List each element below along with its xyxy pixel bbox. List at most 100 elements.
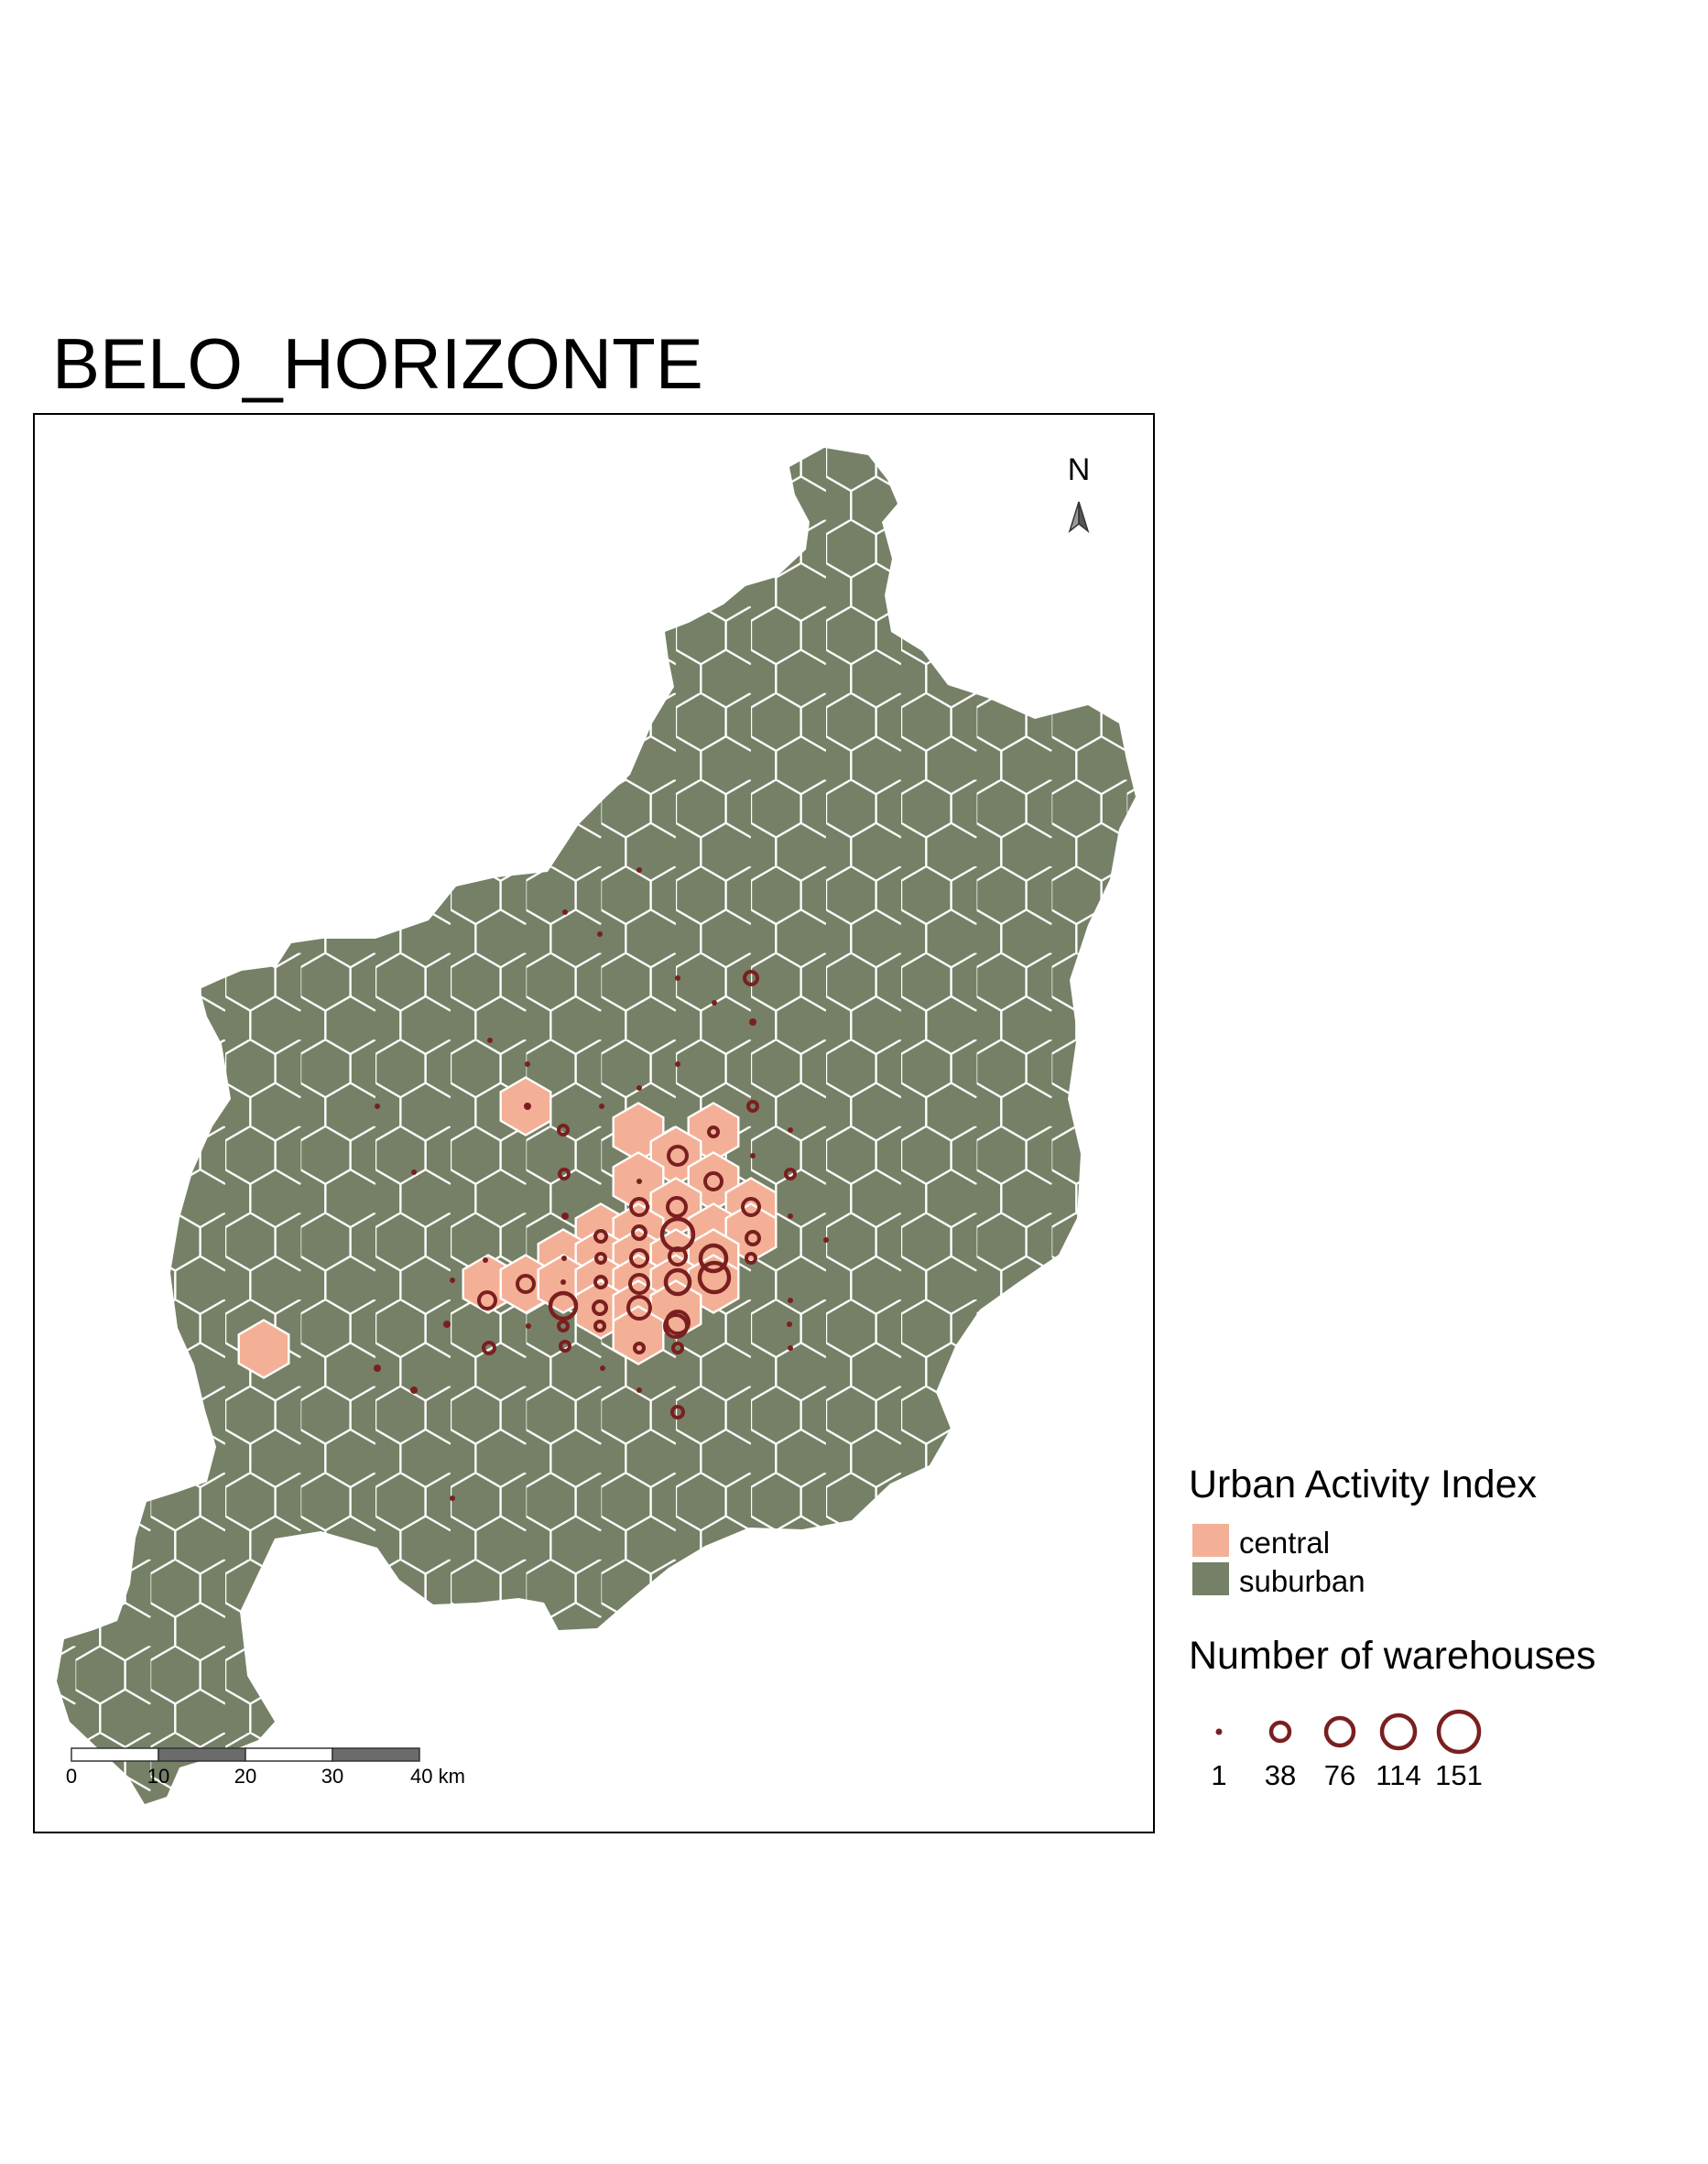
warehouse-symbol	[525, 1061, 530, 1067]
warehouse-symbol	[516, 1274, 536, 1294]
warehouse-symbol	[626, 1295, 652, 1321]
map-title: BELO_HORIZONTE	[52, 323, 703, 404]
warehouse-symbol	[548, 1290, 579, 1321]
warehouse-symbol	[593, 1275, 608, 1289]
warehouse-symbol	[450, 1278, 455, 1283]
legend-symbol-1	[1215, 1728, 1223, 1735]
warehouse-symbols	[374, 867, 829, 1501]
warehouse-symbol	[668, 1246, 688, 1267]
warehouse-symbol	[597, 931, 603, 937]
map-frame	[33, 413, 1155, 1833]
warehouse-symbol	[594, 1252, 607, 1265]
warehouse-symbol	[593, 1320, 606, 1332]
warehouse-symbol	[743, 970, 759, 986]
warehouse-symbol	[750, 1153, 756, 1158]
warehouse-symbol	[375, 1104, 380, 1109]
warehouse-symbol	[487, 1038, 493, 1043]
warehouse-symbol	[663, 1313, 689, 1339]
warehouse-symbol	[745, 1252, 757, 1265]
central-hex-cell	[612, 1305, 665, 1365]
legend-symbol-38	[1268, 1720, 1292, 1744]
warehouse-symbol	[633, 1342, 646, 1354]
warehouse-symbol	[741, 1197, 761, 1217]
warehouse-symbol	[787, 1321, 792, 1327]
warehouse-symbol	[784, 1168, 797, 1180]
warehouse-symbol	[663, 1267, 692, 1297]
warehouse-symbol	[558, 1168, 571, 1180]
warehouse-symbol	[670, 1405, 685, 1419]
warehouse-symbol	[629, 1197, 649, 1217]
warehouse-symbol	[749, 1018, 756, 1026]
legend-size-label-1: 1	[1211, 1759, 1227, 1791]
scale-bar	[71, 1747, 420, 1762]
scale-label-0: 0	[65, 1765, 78, 1788]
warehouse-symbol	[788, 1345, 793, 1351]
warehouse-symbol	[561, 1256, 567, 1261]
warehouse-symbol	[562, 909, 568, 915]
warehouse-symbol	[631, 1224, 647, 1241]
warehouse-symbol	[667, 1145, 689, 1167]
warehouse-symbol	[788, 1298, 793, 1303]
legend-label-suburban: suburban	[1239, 1564, 1365, 1598]
warehouse-symbol	[592, 1299, 608, 1316]
legend-label-central: central	[1239, 1526, 1331, 1560]
central-hex-cell	[237, 1319, 290, 1379]
warehouse-symbol	[628, 1273, 650, 1295]
warehouse-symbol	[666, 1196, 688, 1218]
warehouse-symbol	[443, 1321, 451, 1328]
scale-label-40km: 40 km	[410, 1765, 465, 1788]
warehouse-symbol	[636, 1387, 642, 1393]
warehouse-symbol	[600, 1365, 605, 1371]
legend-symbol-76	[1323, 1715, 1356, 1748]
warehouse-symbol	[450, 1495, 455, 1501]
legend-size-label-114: 114	[1376, 1759, 1421, 1791]
legend-swatch-suburban	[1192, 1562, 1229, 1595]
warehouse-symbol	[483, 1257, 488, 1263]
warehouse-symbol	[746, 1100, 759, 1113]
legend-size-label-76: 76	[1323, 1759, 1356, 1791]
warehouse-symbol	[707, 1125, 720, 1138]
warehouse-symbol	[561, 1212, 569, 1220]
warehouse-symbol	[788, 1127, 793, 1133]
warehouse-symbol	[823, 1237, 829, 1243]
warehouse-symbol	[477, 1290, 497, 1310]
legend-symbol-114	[1379, 1713, 1418, 1751]
warehouse-symbol	[559, 1340, 571, 1353]
warehouse-symbol	[703, 1171, 723, 1191]
hex-region	[57, 448, 1136, 1804]
warehouse-symbol	[410, 1386, 418, 1394]
warehouse-symbol	[593, 1229, 608, 1244]
legend-size-symbols	[1215, 1709, 1482, 1755]
scale-label-30: 30	[321, 1765, 344, 1788]
legend-fill-title: Urban Activity Index	[1189, 1463, 1538, 1506]
warehouse-symbol	[599, 1104, 604, 1109]
north-arrow-label: N	[1068, 452, 1091, 487]
warehouse-symbol	[712, 1000, 717, 1006]
scale-label-10: 10	[147, 1765, 170, 1788]
warehouse-symbol	[482, 1341, 496, 1355]
warehouse-symbol	[411, 1169, 417, 1175]
north-arrow-icon: N	[1068, 452, 1091, 534]
warehouse-symbol	[636, 867, 642, 873]
warehouse-symbol	[526, 1323, 531, 1329]
legend-size-label-38: 38	[1264, 1759, 1297, 1791]
warehouse-symbol	[374, 1365, 381, 1372]
warehouse-symbol	[629, 1248, 649, 1268]
warehouse-symbol	[636, 1085, 642, 1091]
legend-size-label-151: 151	[1435, 1759, 1483, 1791]
legend-size-title: Number of warehouses	[1189, 1634, 1596, 1678]
warehouse-symbol	[788, 1213, 793, 1219]
warehouse-symbol	[675, 1061, 680, 1067]
warehouse-symbol	[524, 1103, 531, 1110]
warehouse-symbol	[636, 1179, 642, 1184]
warehouse-symbol	[560, 1279, 566, 1285]
legend-swatch-central	[1192, 1524, 1229, 1557]
warehouse-symbol	[675, 975, 680, 981]
warehouse-symbol	[698, 1243, 729, 1274]
warehouse-symbol	[745, 1230, 761, 1246]
warehouse-symbol	[557, 1124, 570, 1136]
warehouse-symbol	[557, 1320, 570, 1332]
scale-label-20: 20	[234, 1765, 257, 1788]
warehouse-symbol	[671, 1342, 684, 1354]
